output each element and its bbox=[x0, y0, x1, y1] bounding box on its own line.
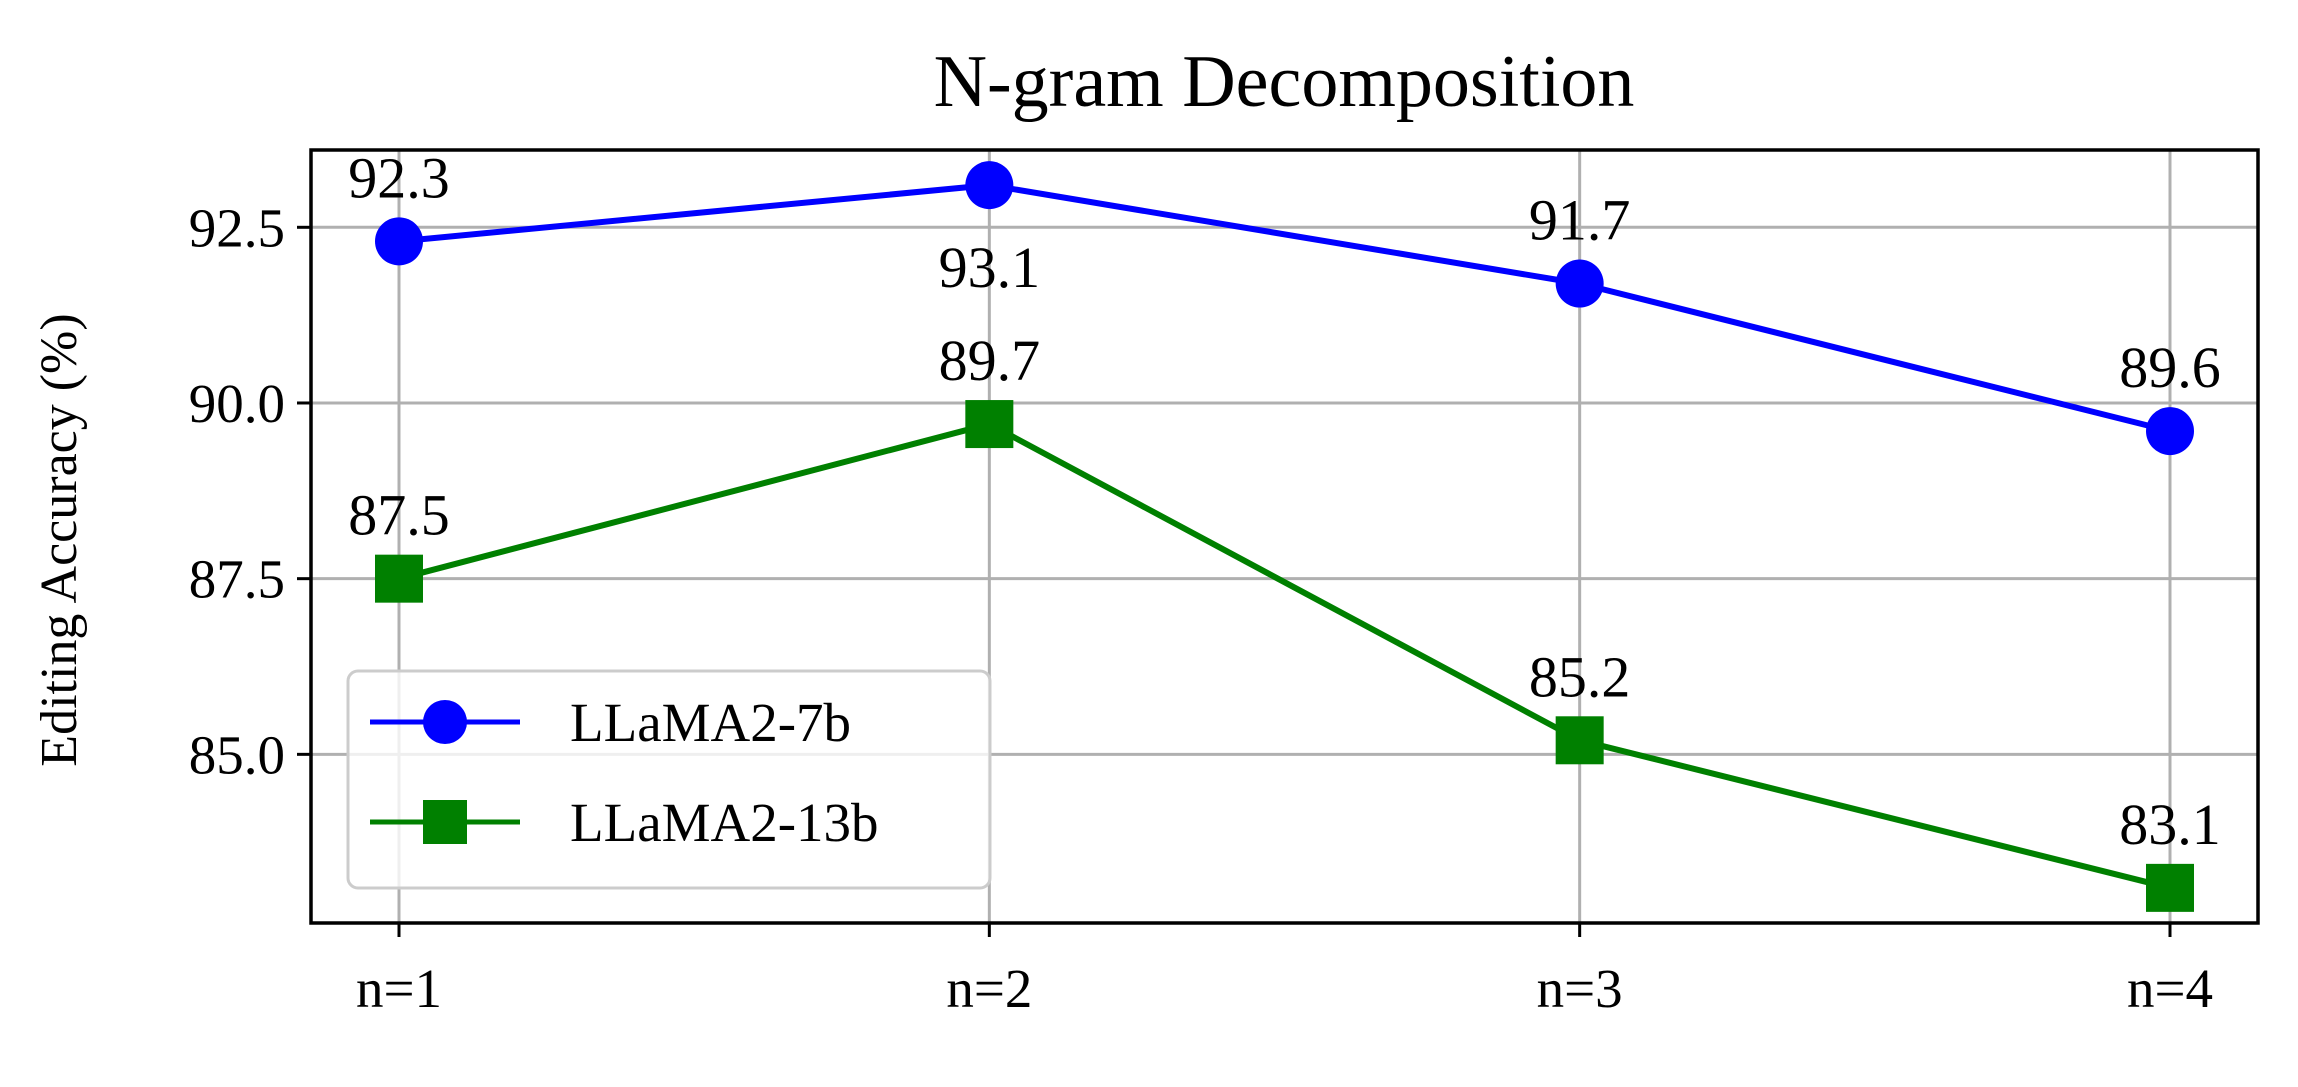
data-point-llama2-7b bbox=[965, 161, 1014, 210]
data-label-llama2-7b: 89.6 bbox=[2119, 335, 2221, 400]
legend-marker-llama2-13b bbox=[423, 800, 467, 844]
y-tick-label: 85.0 bbox=[189, 724, 285, 785]
series-line-llama2-13b bbox=[398, 421, 2171, 891]
data-point-llama2-7b bbox=[2146, 407, 2194, 456]
x-tick-label: n=2 bbox=[946, 958, 1032, 1019]
x-tick-label: n=1 bbox=[356, 958, 442, 1019]
data-point-llama2-13b bbox=[965, 400, 1014, 449]
y-axis-label: Editing Accuracy (%) bbox=[31, 313, 88, 766]
data-label-llama2-13b: 83.1 bbox=[2119, 792, 2221, 857]
plot-frame bbox=[309, 148, 2260, 925]
chart-title: N-gram Decomposition bbox=[934, 41, 1635, 123]
data-point-llama2-13b bbox=[2146, 863, 2194, 912]
data-label-llama2-7b: 92.3 bbox=[348, 145, 450, 210]
legend-box bbox=[346, 669, 992, 890]
data-label-llama2-13b: 89.7 bbox=[939, 328, 1041, 393]
legend-entry-llama2-7b: LLaMA2-7b bbox=[370, 692, 851, 753]
data-label-llama2-13b: 85.2 bbox=[1529, 644, 1631, 709]
legend-entry-llama2-13b: LLaMA2-13b bbox=[370, 792, 879, 853]
series-line-llama2-7b bbox=[398, 182, 2171, 435]
axis-layer: n=1 n=2 n=3 n=4 85.0 87.5 90.0 92.5 bbox=[189, 197, 2213, 1019]
data-label-layer: 92.3 93.1 91.7 89.6 87.5 89.7 85.2 83.1 bbox=[348, 145, 2221, 857]
data-point-llama2-7b bbox=[375, 217, 423, 266]
data-point-llama2-13b bbox=[1555, 716, 1604, 765]
series-layer bbox=[375, 161, 2194, 912]
y-tick-label: 90.0 bbox=[189, 373, 285, 434]
legend-marker-llama2-7b bbox=[423, 700, 467, 744]
y-tick-label: 92.5 bbox=[189, 197, 285, 258]
legend-label-llama2-7b: LLaMA2-7b bbox=[570, 692, 851, 753]
x-tick-label: n=4 bbox=[2127, 958, 2213, 1019]
data-label-llama2-13b: 87.5 bbox=[348, 483, 450, 548]
data-label-llama2-7b: 93.1 bbox=[939, 235, 1041, 300]
data-point-llama2-7b bbox=[1555, 259, 1604, 308]
data-label-llama2-7b: 91.7 bbox=[1529, 188, 1631, 253]
y-tick-label: 87.5 bbox=[189, 549, 285, 610]
data-point-llama2-13b bbox=[375, 554, 423, 603]
legend-label-llama2-13b: LLaMA2-13b bbox=[570, 792, 879, 853]
x-tick-label: n=3 bbox=[1537, 958, 1623, 1019]
legend: LLaMA2-7b LLaMA2-13b bbox=[346, 669, 992, 890]
